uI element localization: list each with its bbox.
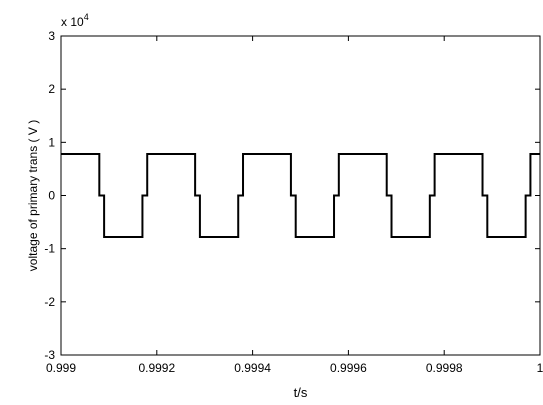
- tick-layer: [60, 35, 541, 356]
- y-tick-label: 2: [48, 82, 55, 96]
- y-tick-label: 3: [48, 29, 55, 43]
- x-tick-label: 1: [537, 361, 543, 375]
- x-axis-label: t/s: [294, 385, 308, 400]
- y-tick-label: 1: [48, 135, 55, 149]
- label-layer: 0.999 0.9992 0.9994 0.9996 0.9998 1 -3 -2 -1 0 1 2 3…: [26, 12, 543, 400]
- x-tick-label: 0.9994: [234, 361, 271, 375]
- y-tick-label: 0: [48, 189, 55, 203]
- series-layer: [61, 153, 540, 238]
- y-axis-label: voltage of primary trans ( V ): [26, 120, 40, 271]
- y-tick-label: -1: [44, 242, 55, 256]
- y-exponent-label: x 104: [61, 12, 89, 29]
- x-tick-label: 0.9996: [330, 361, 367, 375]
- x-tick-label: 0.9998: [426, 361, 463, 375]
- y-tick-label: -3: [44, 348, 55, 362]
- voltage-series-line: [61, 153, 540, 238]
- y-tick-label: -2: [44, 295, 55, 309]
- x-tick-label: 0.999: [46, 361, 76, 375]
- x-tick-label: 0.9992: [138, 361, 175, 375]
- axes-box: [60, 35, 541, 356]
